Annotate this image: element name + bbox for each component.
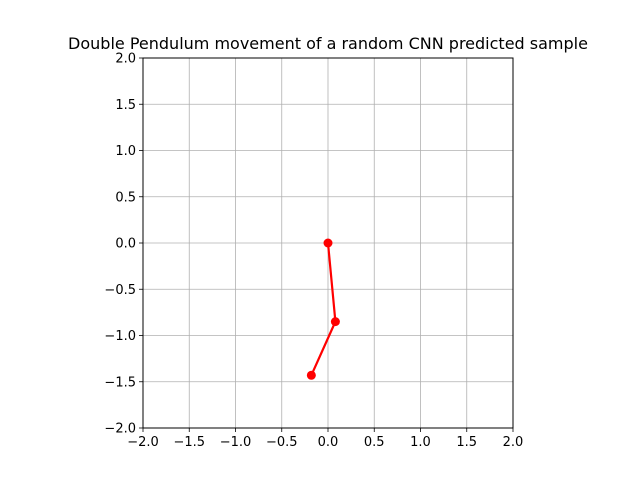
y-tick-label: 0.0: [115, 237, 136, 252]
pendulum-point: [306, 370, 316, 380]
x-tick-label: 2.0: [503, 435, 524, 450]
y-tick-label: 1.0: [115, 144, 136, 159]
x-tick-label: 1.0: [410, 435, 431, 450]
y-tick-label: −1.0: [104, 329, 136, 344]
x-tick-label: 0.5: [364, 435, 385, 450]
pendulum-point: [330, 317, 340, 327]
y-tick-label: −0.5: [104, 283, 136, 298]
y-tick-label: −1.5: [104, 375, 136, 390]
x-tick-label: −1.5: [173, 435, 205, 450]
pendulum-series: [306, 238, 340, 380]
chart-title: Double Pendulum movement of a random CNN…: [68, 34, 588, 53]
axis-ticks: −2.0 −1.5 −1.0 −0.5 0.0 0.5 1.0 1.5 2.0−2.0−1.5−…: [104, 52, 523, 451]
x-tick-label: −2.0: [127, 435, 159, 450]
x-tick-label: −1.0: [220, 435, 252, 450]
y-tick-label: −2.0: [104, 422, 136, 437]
x-tick-label: 0.0: [318, 435, 339, 450]
y-tick-label: 0.5: [115, 190, 136, 205]
y-tick-label: 1.5: [115, 98, 136, 113]
y-tick-label: 2.0: [115, 52, 136, 67]
pendulum-point: [323, 238, 333, 248]
plot-frame: [142, 57, 514, 429]
x-tick-label: 1.5: [456, 435, 477, 450]
x-tick-label: −0.5: [266, 435, 298, 450]
